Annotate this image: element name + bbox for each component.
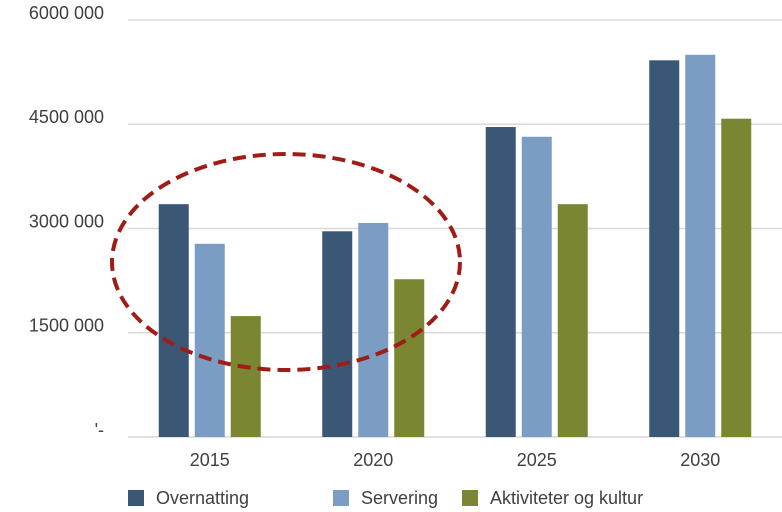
legend-label: Overnatting — [156, 488, 249, 508]
x-tick-label: 2020 — [353, 450, 393, 470]
legend-swatch — [128, 490, 144, 506]
bar — [158, 204, 189, 437]
x-tick-label: 2025 — [517, 450, 557, 470]
y-tick-label: 3000 000 — [29, 211, 104, 231]
highlight-ellipse — [110, 152, 462, 372]
legend-swatch — [462, 490, 478, 506]
bar — [521, 136, 552, 437]
bar — [721, 118, 752, 437]
bar — [358, 222, 389, 437]
bar — [322, 231, 353, 437]
y-tick-label: '- — [95, 420, 104, 440]
x-tick-label: 2015 — [190, 450, 230, 470]
bar — [394, 279, 425, 437]
legend-swatch — [333, 490, 349, 506]
bar — [649, 60, 680, 438]
y-tick-label: 1500 000 — [29, 316, 104, 336]
legend-label: Aktiviteter og kultur — [490, 488, 643, 508]
bar — [194, 243, 225, 437]
y-tick-label: 4500 000 — [29, 107, 104, 127]
bar — [557, 204, 588, 437]
legend-label: Servering — [361, 488, 438, 508]
bar — [485, 127, 516, 437]
y-tick-label: 6000 000 — [29, 3, 104, 23]
bar — [230, 316, 261, 437]
bar — [685, 54, 716, 437]
x-tick-label: 2030 — [680, 450, 720, 470]
